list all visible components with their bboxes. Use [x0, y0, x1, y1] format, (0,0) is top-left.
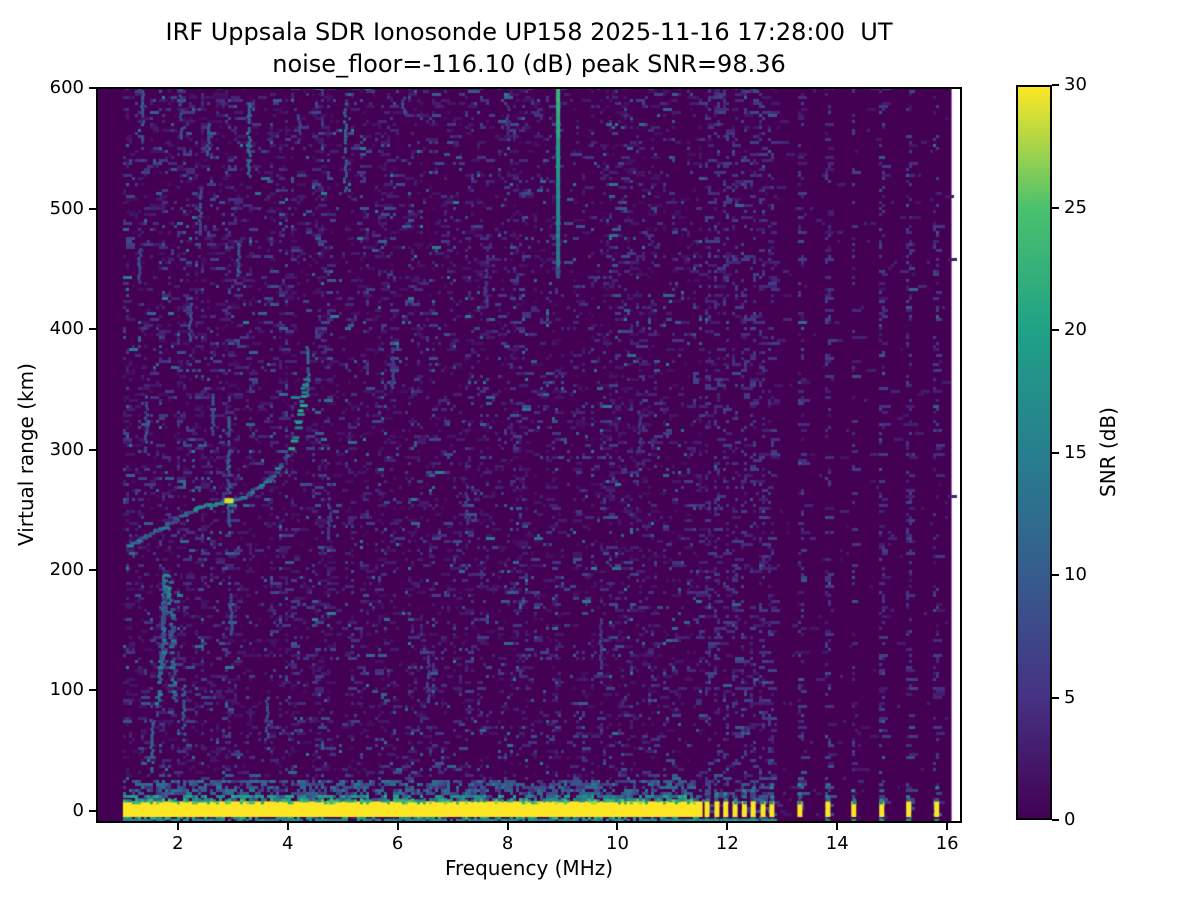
y-tick-mark: [89, 207, 96, 210]
x-tick-mark: [286, 823, 289, 830]
x-tick-label: 10: [606, 833, 629, 854]
x-tick-label: 6: [391, 833, 404, 854]
y-tick-mark: [89, 448, 96, 451]
y-tick-mark: [89, 689, 96, 692]
y-tick-mark: [89, 809, 96, 812]
colorbar-tick-label: 30: [1064, 74, 1087, 95]
x-tick-label: 8: [501, 833, 514, 854]
colorbar-tick-label: 25: [1064, 196, 1087, 218]
y-tick-label: 100: [49, 679, 84, 701]
x-tick-mark: [726, 823, 729, 830]
y-tick-label: 500: [49, 197, 84, 219]
colorbar-label: SNR (dB): [1096, 407, 1120, 498]
x-tick-label: 16: [935, 833, 959, 854]
colorbar-tick-mark: [1052, 574, 1059, 576]
x-tick-label: 2: [172, 833, 184, 854]
colorbar-tick-mark: [1052, 329, 1059, 331]
colorbar-tick-label: 10: [1064, 564, 1087, 585]
colorbar-tick-label: 15: [1064, 441, 1087, 463]
x-tick-mark: [176, 823, 179, 830]
colorbar-tick-mark: [1052, 84, 1059, 86]
y-tick-label: 200: [49, 559, 84, 581]
y-tick-label: 300: [49, 438, 84, 460]
ionogram-heatmap: [96, 87, 962, 823]
colorbar-tick-label: 5: [1064, 686, 1076, 708]
chart-title: IRF Uppsala SDR Ionosonde UP158 2025-11-…: [165, 18, 893, 46]
colorbar-tick-mark: [1052, 696, 1059, 699]
y-tick-mark: [89, 569, 96, 572]
colorbar-tick-mark: [1052, 451, 1059, 454]
y-tick-label: 600: [49, 77, 84, 99]
colorbar-tick-mark: [1052, 206, 1059, 209]
x-tick-label: 4: [282, 833, 294, 854]
chart-subtitle: noise_floor=-116.10 (dB) peak SNR=98.36: [272, 50, 786, 78]
x-tick-label: 14: [825, 833, 849, 854]
x-tick-mark: [396, 823, 399, 830]
colorbar-tick-mark: [1052, 819, 1059, 821]
x-tick-mark: [836, 823, 839, 830]
colorbar-tick-label: 20: [1064, 319, 1087, 340]
x-axis-label: Frequency (MHz): [444, 856, 614, 880]
x-tick-mark: [616, 823, 619, 830]
y-tick-mark: [89, 328, 96, 331]
x-tick-mark: [946, 823, 949, 830]
y-tick-label: 0: [72, 799, 84, 821]
y-tick-mark: [89, 87, 96, 90]
colorbar-tick-label: 0: [1064, 809, 1076, 830]
y-axis-label: Virtual range (km): [14, 363, 38, 547]
x-tick-mark: [506, 823, 509, 830]
colorbar: [1016, 85, 1052, 820]
y-tick-label: 400: [49, 318, 84, 340]
x-tick-label: 12: [715, 833, 739, 854]
